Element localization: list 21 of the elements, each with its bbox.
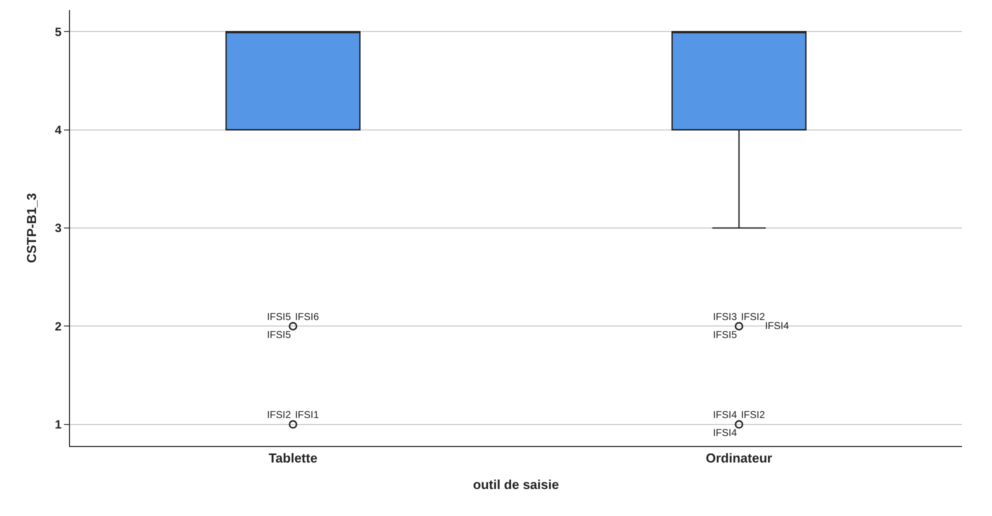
y-tick-label: 4 (54, 123, 62, 137)
annotation: IFSI5 (713, 330, 738, 341)
y-axis-title: CSTP-B1_3 (24, 192, 39, 264)
y-tick-label: 3 (54, 221, 62, 236)
y-tick-label: 1 (54, 418, 62, 432)
annotation: IFSI4 (765, 321, 790, 332)
annotation: IFSI2 (267, 410, 292, 421)
x-axis-title: outil de saisie (473, 477, 559, 492)
y-tick-label: 5 (54, 24, 62, 39)
annotation: IFSI4 (713, 428, 738, 439)
y-tick-label: 2 (54, 319, 62, 334)
annotation: IFSI1 (295, 410, 320, 421)
annotation: IFSI5 (267, 312, 292, 323)
annotation: IFSI4 (713, 410, 738, 421)
x-tick-label: Ordinateur (706, 450, 772, 466)
x-tick-label: Tablette (268, 450, 318, 466)
annotation: IFSI2 (741, 312, 766, 323)
annotation: IFSI3 (713, 312, 738, 323)
annotation: IFSI2 (741, 410, 766, 421)
annotation: IFSI6 (295, 312, 320, 323)
annotation: IFSI5 (267, 330, 292, 341)
